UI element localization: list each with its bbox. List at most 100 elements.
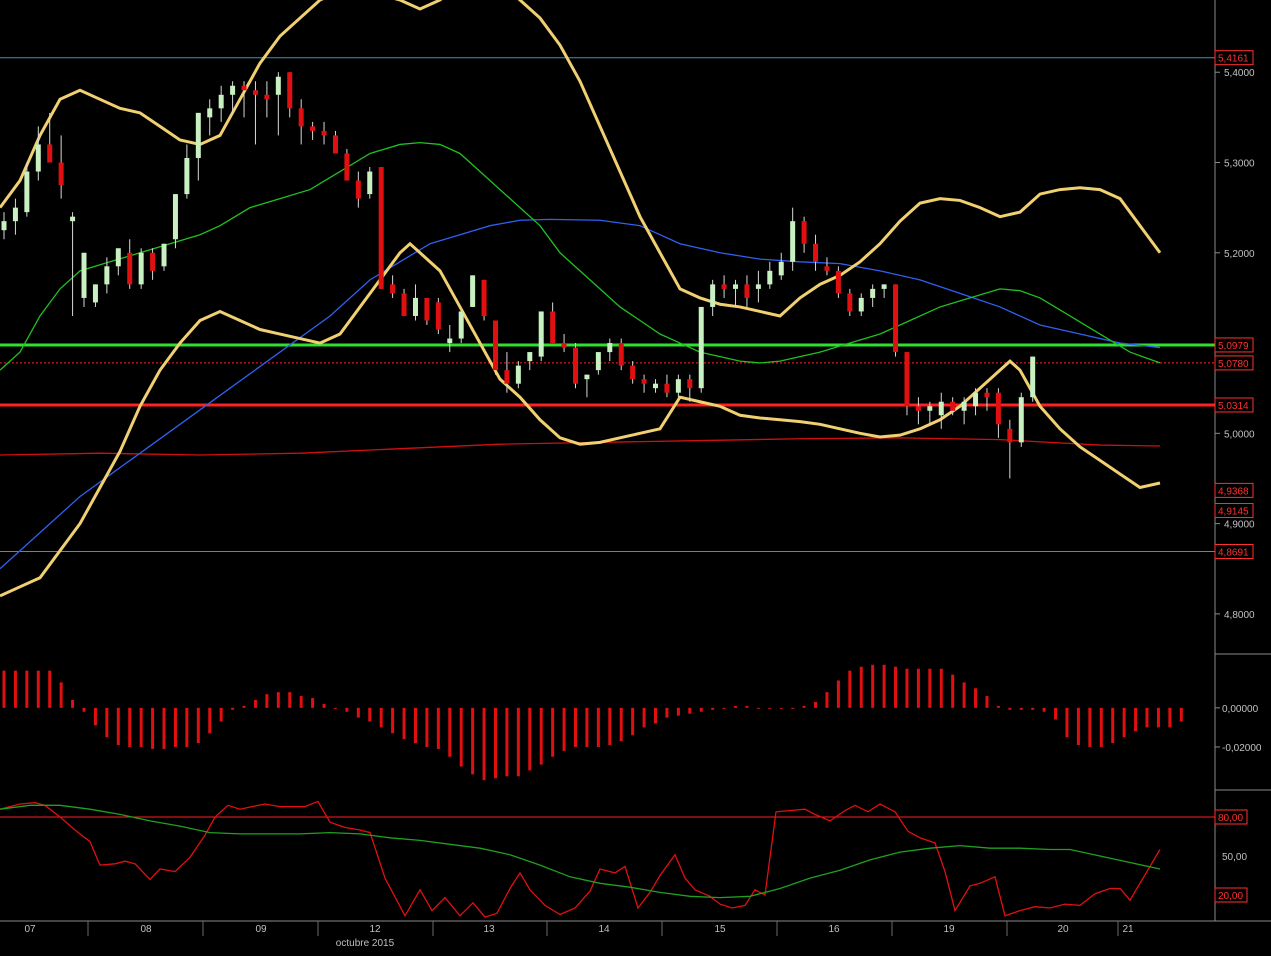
candle <box>207 99 213 136</box>
macd-bar <box>608 707 612 745</box>
macd-bar <box>13 670 17 708</box>
candle-body <box>995 392 1001 425</box>
time-tick-label: 20 <box>1057 924 1069 935</box>
candle <box>664 374 670 398</box>
price-label-box <box>1214 503 1254 519</box>
candle <box>355 171 361 208</box>
candle <box>378 167 384 289</box>
macd-bar <box>848 670 852 708</box>
candle <box>824 257 830 276</box>
macd-bar <box>1054 707 1058 720</box>
candle <box>915 397 921 425</box>
macd-bar <box>688 707 692 714</box>
price-label-box <box>1214 397 1254 413</box>
candle <box>550 302 556 344</box>
candle <box>813 234 819 271</box>
price-label: 5,0314 <box>1218 401 1249 412</box>
macd-bar <box>448 707 452 757</box>
candle <box>527 352 533 371</box>
macd-bar <box>802 705 806 708</box>
candle-body <box>561 343 567 348</box>
macd-bar <box>1076 707 1080 745</box>
macd-bar <box>939 668 943 708</box>
price-label-box <box>1214 355 1254 371</box>
macd-bar <box>162 707 166 749</box>
macd-bar <box>1088 707 1092 747</box>
candle-body <box>595 352 601 371</box>
stoch-level-label: 80,00 <box>1218 813 1243 824</box>
candle-body <box>150 252 156 271</box>
candle <box>367 167 373 199</box>
candle-body <box>870 288 876 298</box>
candle <box>321 121 327 145</box>
candle <box>538 311 544 362</box>
price-tick-label: 5,3000 <box>1224 159 1255 170</box>
macd-bar <box>322 703 326 708</box>
candle <box>458 311 464 344</box>
time-tick-label: 14 <box>598 924 610 935</box>
candle <box>332 130 338 154</box>
macd-bar <box>253 700 257 708</box>
candle-body <box>813 243 819 262</box>
candle-body <box>207 108 213 118</box>
candle-body <box>961 401 967 411</box>
candle-body <box>412 297 418 316</box>
candle <box>630 361 636 384</box>
macd-bar <box>516 707 520 777</box>
macd-bar <box>265 694 269 708</box>
macd-bar <box>859 666 863 708</box>
candle-body <box>218 94 224 109</box>
macd-bar <box>951 674 955 708</box>
price-label: 5,0780 <box>1218 359 1249 370</box>
time-tick-label: 08 <box>140 924 152 935</box>
macd-bar <box>59 682 63 708</box>
price-label-box <box>1214 337 1254 353</box>
candle <box>47 112 53 163</box>
candle-body <box>321 130 327 136</box>
candle-body <box>721 284 727 289</box>
candle-body <box>950 401 956 411</box>
sma-mid-line <box>0 218 1161 570</box>
candle-body <box>378 167 384 289</box>
candle-body <box>241 85 247 91</box>
time-tick-label: 12 <box>369 924 381 935</box>
candle <box>161 243 167 271</box>
candle-body <box>390 284 396 294</box>
macd-bar <box>882 664 886 708</box>
macd-bar <box>425 707 429 747</box>
macd-bar <box>665 707 669 718</box>
candle <box>755 270 761 303</box>
candle <box>698 306 704 393</box>
macd-bar <box>779 707 783 709</box>
candle <box>618 338 624 371</box>
macd-bar <box>551 707 555 757</box>
candle-body <box>332 135 338 154</box>
time-tick-label: 13 <box>483 924 495 935</box>
candle <box>287 72 293 118</box>
candle <box>973 388 979 416</box>
candle <box>584 374 590 398</box>
macd-bar <box>402 707 406 740</box>
candle-body <box>755 284 761 289</box>
candle <box>995 388 1001 438</box>
candle <box>184 144 190 199</box>
macd-bar <box>1019 707 1023 710</box>
time-tick-label: 19 <box>943 924 955 935</box>
candle <box>893 284 899 357</box>
macd-bar <box>1065 707 1069 738</box>
macd-bar <box>368 707 372 722</box>
candle <box>92 284 98 307</box>
candle-body <box>527 352 533 362</box>
candle <box>858 293 864 316</box>
macd-bar <box>345 707 349 712</box>
macd-bar <box>722 707 726 709</box>
macd-bar <box>539 707 543 765</box>
macd-bar <box>654 707 658 724</box>
candle-body <box>458 311 464 339</box>
candle <box>70 212 76 316</box>
candle <box>412 284 418 321</box>
candle <box>264 81 270 118</box>
macd-bar <box>814 701 818 708</box>
macd-tick-label: -0,02000 <box>1222 743 1262 754</box>
macd-bar <box>48 670 52 708</box>
